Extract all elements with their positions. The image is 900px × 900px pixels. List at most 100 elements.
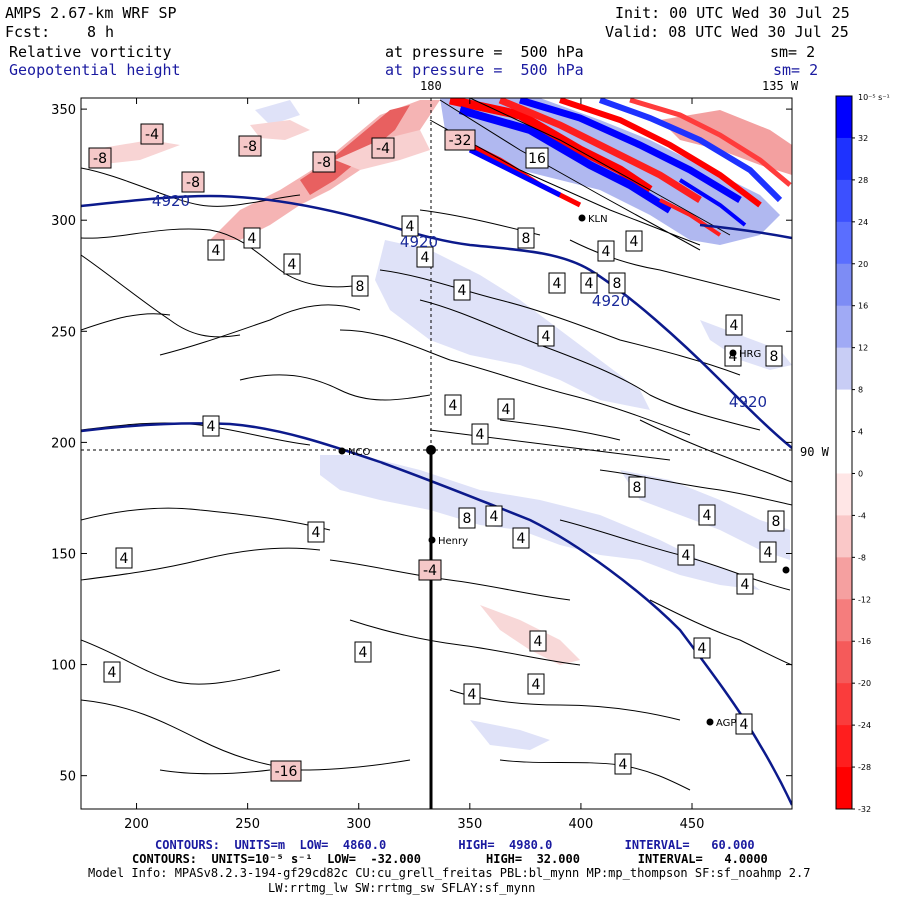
contour-label-box: [238, 135, 262, 157]
colorbar-segment: [836, 347, 852, 391]
contour-label-box: [444, 129, 476, 151]
contour-label: 4: [476, 427, 485, 443]
colorbar-segment: [836, 599, 852, 642]
contour-label: 4: [730, 318, 739, 334]
contour-label-box: [140, 123, 164, 145]
contour-label-box: [270, 760, 302, 782]
y-tick-label: 100: [51, 659, 76, 674]
contour-label-box: [608, 272, 626, 294]
colorbar-segment: [836, 389, 852, 433]
contour-label: 4: [421, 250, 430, 266]
model-info-line1: Model Info: MPASv8.2.3-194-gf29cd82c CU:…: [88, 866, 811, 880]
contour-label: 8: [356, 279, 365, 295]
colorbar-label: 32: [858, 134, 868, 143]
colorbar-segment: [836, 221, 852, 265]
colorbar-label: -28: [858, 763, 871, 772]
colorbar-label: 0: [858, 469, 863, 478]
station-label: Henry: [438, 536, 468, 547]
y-tick-label: 300: [51, 214, 76, 229]
station-marker: [578, 214, 586, 222]
contour-label: 8: [770, 349, 779, 365]
axis-ticks: 200 250 300 350 400 450 50 100 150 200 250 300 350: [51, 98, 792, 832]
station-marker: [338, 447, 346, 455]
contour-label-box: [243, 227, 261, 249]
contour-label: 4: [553, 276, 562, 292]
contour-label-box: [725, 314, 743, 336]
contour-label: -4: [145, 127, 159, 143]
contour-label: 8: [633, 480, 642, 496]
contour-label-box: [580, 272, 598, 294]
longitude-180-label: 180: [420, 79, 442, 93]
contour-label-box: [597, 240, 615, 262]
colorbar-label: 4: [858, 428, 863, 437]
contour-label: 4: [602, 244, 611, 260]
contour-label: 4: [468, 687, 477, 703]
contour-label: -32: [449, 133, 472, 149]
colorbar-segment: [836, 767, 852, 810]
pressure-level-1: at pressure = 500 hPa: [385, 43, 584, 61]
station-label: NCO: [348, 447, 370, 458]
station-marker: [428, 536, 436, 544]
colorbar-segment: [836, 641, 852, 684]
contour-label: -8: [317, 155, 331, 171]
contour-label: 4: [729, 349, 738, 365]
x-tick-label: 200: [124, 817, 149, 832]
init-time: Init: 00 UTC Wed 30 Jul 25: [615, 4, 850, 22]
contour-label-box: [527, 673, 545, 695]
contour-label-box: [471, 423, 489, 445]
contour-label-box: [735, 713, 753, 735]
height-contour-label: 4920: [400, 233, 438, 251]
contour-label: 4: [502, 402, 511, 418]
contour-label: 4: [542, 329, 551, 345]
contour-label: 4: [207, 419, 216, 435]
contour-label-box: [512, 527, 530, 549]
station-label: KLN: [588, 214, 608, 225]
contour-label: 16: [528, 151, 546, 167]
colorbar-segment: [836, 557, 852, 600]
contour-label: 8: [772, 514, 781, 530]
contour-label-box: [202, 415, 220, 437]
colorbar-label: -16: [858, 637, 871, 646]
contour-label: 4: [698, 641, 707, 657]
colorbar-segment: [836, 96, 852, 139]
contour-label: -4: [376, 141, 390, 157]
colorbar: 10⁻⁵ s⁻¹ 32 28 24 20 16 12 8 4 0 -4 -8 -12 -16 -20 -24 -…: [835, 93, 890, 814]
contour-label: -16: [275, 764, 298, 780]
station-label: HRG: [739, 349, 761, 360]
contour-label-box: [485, 505, 503, 527]
contour-label: 4: [532, 677, 541, 693]
contour-label: 4: [490, 509, 499, 525]
y-tick-label: 200: [51, 436, 76, 451]
height-contour-label: 4920: [592, 292, 630, 310]
colorbar-segment: [836, 515, 852, 558]
colorbar-label: 12: [858, 344, 868, 353]
colorbar-label: 28: [858, 176, 868, 185]
station-marker: [706, 718, 714, 726]
contour-label-box: [88, 147, 112, 169]
contour-label-box: [401, 215, 419, 237]
y-tick-label: 250: [51, 325, 76, 340]
contour-label: 4: [703, 508, 712, 524]
colorbar-segment: [836, 263, 852, 307]
colorbar-label: -12: [858, 595, 871, 604]
colorbar-segment: [836, 137, 852, 181]
contour-label-box: [625, 230, 643, 252]
contour-label-box: [181, 171, 205, 193]
x-tick-label: 300: [346, 817, 371, 832]
contour-label-box: [307, 521, 325, 543]
contour-label-box: [312, 151, 336, 173]
station-marker-edge: [782, 566, 790, 574]
contour-label-box: [458, 507, 476, 529]
x-tick-label: 450: [680, 817, 705, 832]
field-vorticity-label: Relative vorticity: [9, 43, 172, 61]
contour-label-box: [463, 683, 481, 705]
contour-label: 4: [741, 577, 750, 593]
colorbar-segment: [836, 725, 852, 768]
frontal-vorticity-band: [429, 98, 792, 251]
x-tick-label: 350: [457, 817, 482, 832]
colorbar-segment: [836, 179, 852, 223]
field-height-label: Geopotential height: [9, 61, 181, 79]
y-tick-label: 50: [59, 770, 76, 785]
contour-label-box: [736, 573, 754, 595]
